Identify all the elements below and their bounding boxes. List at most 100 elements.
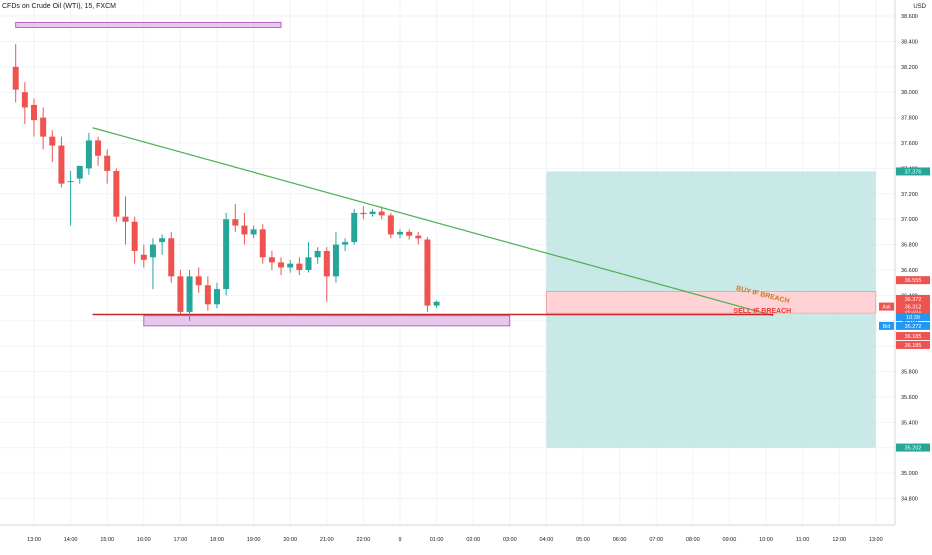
candle-body[interactable]: [415, 235, 422, 239]
price-tick-label: 36.800: [901, 243, 918, 249]
candle-body[interactable]: [369, 211, 376, 215]
price-tag-bg[interactable]: [896, 302, 930, 311]
time-tick-label: 21:00: [320, 537, 334, 543]
price-tag-label: 36.312: [905, 305, 922, 311]
candle-body[interactable]: [397, 231, 403, 235]
currency-label[interactable]: USD: [913, 4, 926, 10]
price-tag-prefix: Ask: [882, 305, 891, 311]
candle-body[interactable]: [351, 212, 358, 243]
candle-body[interactable]: [122, 216, 129, 222]
price-tag-label: 10:39: [906, 315, 920, 321]
time-tick-label: 11:00: [796, 537, 809, 543]
time-tick-label: 13:00: [27, 537, 41, 543]
time-tick-label: 15:00: [100, 537, 114, 543]
candle-body[interactable]: [296, 263, 303, 270]
candle-body[interactable]: [214, 289, 220, 305]
price-tag-bg[interactable]: [896, 340, 930, 349]
candle-body[interactable]: [195, 276, 202, 286]
candle-body[interactable]: [85, 140, 92, 169]
candle-body[interactable]: [12, 66, 19, 90]
candle-body[interactable]: [223, 219, 230, 290]
candle-body[interactable]: [360, 212, 367, 215]
price-tick-label: 36.200: [901, 319, 918, 325]
candle-body[interactable]: [76, 165, 83, 179]
price-tick-label: 38.600: [901, 14, 918, 20]
candle-body[interactable]: [278, 262, 285, 268]
stop-zone[interactable]: [546, 291, 877, 314]
time-tick-label: 18:00: [210, 537, 224, 543]
candle-body[interactable]: [31, 104, 37, 121]
trendline[interactable]: [92, 127, 774, 317]
candle-body[interactable]: [131, 221, 138, 251]
candle-body[interactable]: [406, 231, 413, 236]
candle-body[interactable]: [40, 117, 47, 137]
candle-body[interactable]: [21, 92, 28, 108]
time-tick-label: 10:00: [759, 537, 773, 543]
candle-body[interactable]: [104, 155, 111, 171]
candle-body[interactable]: [250, 229, 257, 235]
candle-body[interactable]: [159, 238, 166, 243]
candle-body[interactable]: [113, 170, 120, 217]
supply-zone[interactable]: [15, 21, 282, 28]
candle-body[interactable]: [287, 263, 294, 268]
price-tag-bg[interactable]: [896, 321, 930, 330]
candle-body[interactable]: [67, 181, 74, 183]
candle-body[interactable]: [204, 285, 211, 305]
price-tag-bg[interactable]: [896, 276, 930, 285]
price-tag-bg[interactable]: [896, 443, 930, 452]
candle-body[interactable]: [342, 242, 349, 245]
symbol-title[interactable]: CFDs on Crude Oil (WTI), 15, FXCM: [2, 3, 116, 10]
candle-body[interactable]: [58, 145, 65, 184]
price-tag-label: 36.372: [905, 297, 922, 303]
time-tick-label: 06:00: [613, 537, 627, 543]
time-tick-label: 04:00: [540, 537, 554, 543]
candle-body[interactable]: [332, 244, 339, 277]
time-tick-label: 9: [398, 537, 401, 543]
candle-body[interactable]: [95, 140, 102, 156]
lower-target-zone[interactable]: [546, 313, 876, 448]
candle-body[interactable]: [314, 250, 321, 258]
time-tick-label: 14:00: [64, 537, 78, 543]
candle-body[interactable]: [140, 254, 147, 260]
candle-body[interactable]: [168, 238, 175, 277]
time-tick-label: 02:00: [466, 537, 480, 543]
price-tick-label: 37.200: [901, 192, 918, 198]
price-tick-label: 38.400: [901, 39, 918, 45]
candle-body[interactable]: [424, 239, 431, 306]
time-tick-label: 13:00: [869, 537, 883, 543]
candle-body[interactable]: [241, 225, 248, 235]
price-tick-label: 36.600: [901, 268, 918, 274]
time-tick-label: 19:00: [247, 537, 261, 543]
price-tag-bg[interactable]: [896, 294, 930, 303]
candle-body[interactable]: [305, 257, 312, 270]
candle-body[interactable]: [433, 301, 440, 306]
candle-body[interactable]: [259, 229, 266, 258]
price-tag-label: 35.202: [905, 446, 922, 452]
candle-body[interactable]: [186, 276, 193, 312]
candle-body[interactable]: [323, 250, 330, 277]
supply-zone[interactable]: [143, 315, 511, 327]
price-tick-label: 35.400: [901, 420, 918, 426]
price-tick-label: 35.600: [901, 395, 918, 401]
target-zone[interactable]: [546, 171, 876, 292]
price-tag-bg[interactable]: [896, 167, 930, 176]
candle-body[interactable]: [177, 276, 184, 312]
candle-body[interactable]: [49, 136, 56, 146]
price-tag-label: 36.185: [905, 334, 922, 340]
price-tag-label: 36.281: [905, 309, 922, 315]
candle-body[interactable]: [232, 219, 239, 226]
time-tick-label: 17:00: [174, 537, 188, 543]
candle-body[interactable]: [378, 211, 385, 216]
price-tick-label: 34.800: [901, 497, 918, 503]
candle-body[interactable]: [268, 257, 275, 263]
candle-body[interactable]: [149, 244, 156, 258]
price-tag-label: 36.555: [905, 278, 922, 284]
time-tick-label: 08:00: [686, 537, 700, 543]
price-tag-bg[interactable]: [896, 312, 930, 321]
price-tag-bg[interactable]: [896, 332, 930, 341]
annotation-text[interactable]: SELL IF BREACH: [733, 308, 791, 315]
price-tag-prefix-bg: [879, 321, 894, 330]
price-tick-label: 35.800: [901, 370, 918, 376]
candle-body[interactable]: [387, 215, 394, 235]
